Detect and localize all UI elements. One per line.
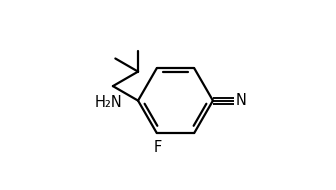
Text: F: F: [154, 140, 162, 155]
Text: H₂N: H₂N: [94, 95, 122, 109]
Text: N: N: [236, 93, 247, 108]
